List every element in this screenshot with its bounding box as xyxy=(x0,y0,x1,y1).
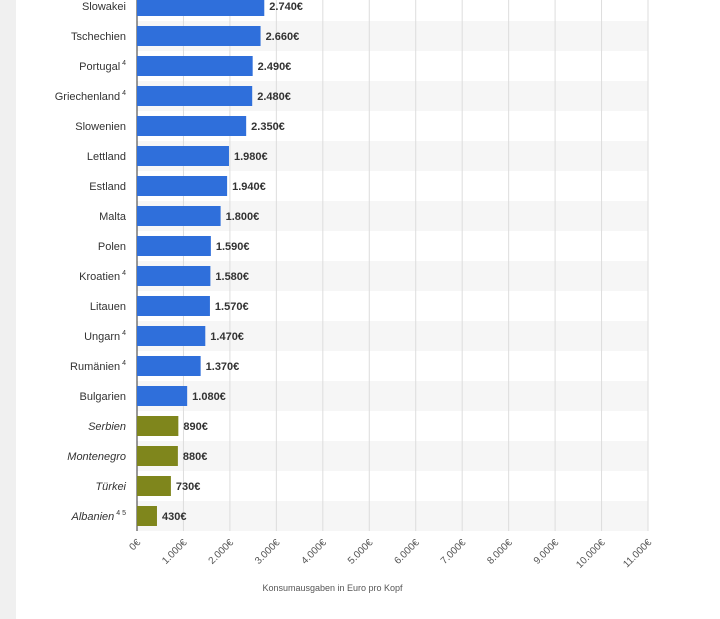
x-tick-label: 3.000€ xyxy=(253,537,283,567)
value-label: 1.980€ xyxy=(234,151,268,163)
bar[interactable] xyxy=(137,446,178,466)
category-label: Slowenien xyxy=(75,121,126,133)
category-label: Türkei xyxy=(95,481,126,493)
value-label: 2.490€ xyxy=(258,61,292,73)
value-label: 2.660€ xyxy=(266,31,300,43)
category-label: Albanien 4 5 xyxy=(70,510,126,523)
x-tick-label: 0€ xyxy=(127,537,143,553)
x-axis-title: Konsumausgaben in Euro pro Kopf xyxy=(262,583,403,593)
value-label: 1.080€ xyxy=(192,391,226,403)
chart-card: Slowakei Tschechien Portugal 4 Griechenland… xyxy=(16,0,720,619)
x-tick-label: 5.000€ xyxy=(346,537,376,567)
value-label: 1.940€ xyxy=(232,181,266,193)
bar[interactable] xyxy=(137,296,210,316)
value-labels: 2.740€ 2.660€ 2.490€ 2.480€ 2.350€ 1.980€ 1.94… xyxy=(162,1,303,523)
row-band xyxy=(137,381,648,411)
value-label: 1.470€ xyxy=(210,331,244,343)
row-band xyxy=(137,261,648,291)
category-label: Portugal 4 xyxy=(79,60,126,73)
category-label: Rumänien 4 xyxy=(70,360,126,373)
bar[interactable] xyxy=(137,56,253,76)
bar[interactable] xyxy=(137,0,265,16)
x-tick-labels: 0€ 1.000€ 2.000€ 3.000€ 4.000€ 5.000€ 6.000€ 7.… xyxy=(127,537,654,571)
x-tick-label: 8.000€ xyxy=(485,537,515,567)
value-label: 1.800€ xyxy=(226,211,260,223)
value-label: 890€ xyxy=(183,421,207,433)
value-label: 1.590€ xyxy=(216,241,250,253)
bars xyxy=(137,0,265,526)
bar[interactable] xyxy=(137,146,229,166)
bar[interactable] xyxy=(137,266,211,286)
row-band xyxy=(137,201,648,231)
category-label: Montenegro xyxy=(67,451,126,463)
x-tick-label: 10.000€ xyxy=(574,537,608,571)
category-label: Polen xyxy=(98,241,126,253)
bar-chart: Slowakei Tschechien Portugal 4 Griechenland… xyxy=(55,0,654,593)
value-label: 2.480€ xyxy=(257,91,291,103)
bar[interactable] xyxy=(137,326,206,346)
category-label: Griechenland 4 xyxy=(55,90,126,103)
value-label: 430€ xyxy=(162,511,186,523)
grid-lines xyxy=(136,0,649,531)
category-label: Tschechien xyxy=(71,31,126,43)
bar[interactable] xyxy=(137,206,221,226)
bar[interactable] xyxy=(137,416,179,436)
category-label: Lettland xyxy=(87,151,126,163)
x-tick-label: 9.000€ xyxy=(532,537,562,567)
category-label: Kroatien 4 xyxy=(79,270,126,283)
value-label: 2.740€ xyxy=(269,1,303,13)
row-band xyxy=(137,321,648,351)
category-labels: Slowakei Tschechien Portugal 4 Griechenland… xyxy=(55,1,127,523)
category-label: Serbien xyxy=(88,421,126,433)
category-label: Malta xyxy=(99,211,127,223)
bar[interactable] xyxy=(137,86,253,106)
x-tick-label: 11.000€ xyxy=(621,537,654,570)
category-label: Ungarn 4 xyxy=(84,330,126,343)
value-label: 730€ xyxy=(176,481,200,493)
value-label: 1.580€ xyxy=(215,271,249,283)
value-label: 1.370€ xyxy=(206,361,240,373)
category-label: Estland xyxy=(89,181,126,193)
x-tick-label: 6.000€ xyxy=(392,537,422,567)
bar[interactable] xyxy=(137,356,201,376)
category-label: Slowakei xyxy=(82,1,126,13)
value-label: 880€ xyxy=(183,451,207,463)
bar[interactable] xyxy=(137,116,247,136)
category-label: Litauen xyxy=(90,301,126,313)
bar[interactable] xyxy=(137,386,188,406)
bar[interactable] xyxy=(137,176,228,196)
bar[interactable] xyxy=(137,476,171,496)
x-tick-label: 7.000€ xyxy=(439,537,469,567)
value-label: 1.570€ xyxy=(215,301,249,313)
bar[interactable] xyxy=(137,26,261,46)
row-bands xyxy=(137,21,648,531)
x-tick-label: 2.000€ xyxy=(207,537,237,567)
category-label: Bulgarien xyxy=(80,391,126,403)
bar[interactable] xyxy=(137,506,157,526)
x-tick-label: 4.000€ xyxy=(300,537,330,567)
x-tick-label: 1.000€ xyxy=(160,537,190,567)
row-band xyxy=(137,441,648,471)
bar[interactable] xyxy=(137,236,211,256)
row-band xyxy=(137,501,648,531)
value-label: 2.350€ xyxy=(251,121,285,133)
